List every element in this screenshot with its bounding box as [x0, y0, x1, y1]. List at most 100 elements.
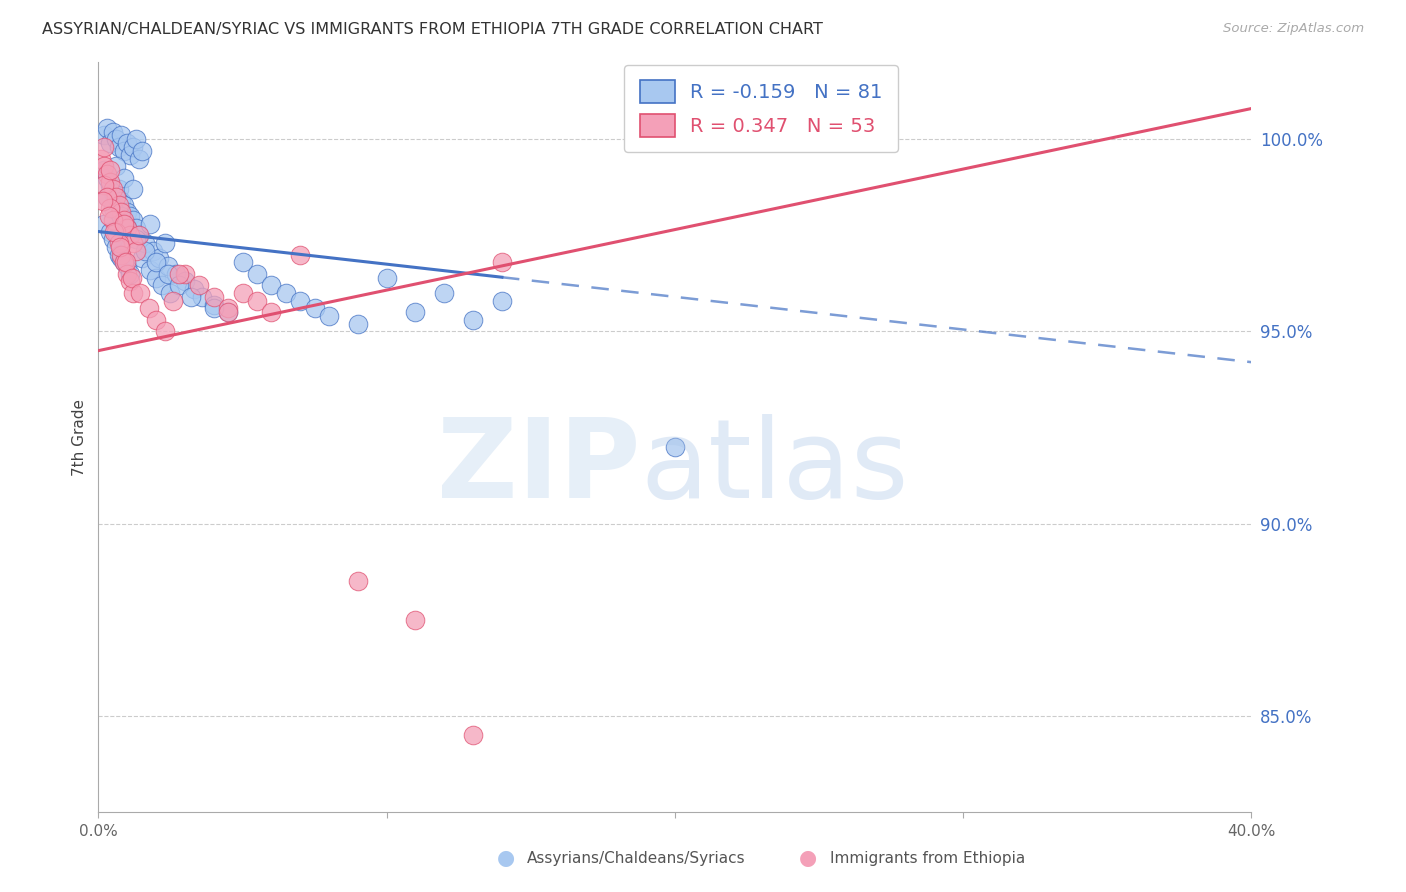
Point — [112, 255, 135, 269]
Point — [290, 247, 312, 261]
Point — [117, 220, 139, 235]
Point — [128, 228, 150, 243]
Point — [217, 301, 239, 316]
Point — [117, 205, 139, 219]
Point — [107, 235, 129, 250]
Point — [104, 190, 127, 204]
Point — [145, 313, 167, 327]
Point — [98, 163, 121, 178]
Point — [104, 225, 127, 239]
Point — [117, 259, 139, 273]
Point — [139, 217, 162, 231]
Text: atlas: atlas — [640, 414, 908, 521]
Text: Immigrants from Ethiopia: Immigrants from Ethiopia — [830, 851, 1025, 865]
Point — [121, 270, 143, 285]
Point — [117, 220, 139, 235]
Point — [93, 128, 115, 143]
Point — [101, 182, 124, 196]
Point — [129, 285, 152, 300]
Point — [101, 186, 124, 200]
Text: Source: ZipAtlas.com: Source: ZipAtlas.com — [1223, 22, 1364, 36]
Point — [346, 317, 368, 331]
Point — [346, 574, 368, 589]
Point — [101, 202, 124, 216]
Point — [153, 325, 176, 339]
Point — [93, 159, 115, 173]
Point — [131, 144, 153, 158]
Point — [107, 197, 129, 211]
Point — [167, 267, 190, 281]
Text: Assyrians/Chaldeans/Syriacs: Assyrians/Chaldeans/Syriacs — [527, 851, 745, 865]
Point — [104, 132, 127, 146]
Legend: R = -0.159   N = 81, R = 0.347   N = 53: R = -0.159 N = 81, R = 0.347 N = 53 — [624, 64, 898, 153]
Point — [122, 182, 145, 196]
Point — [202, 297, 225, 311]
Point — [664, 440, 686, 454]
Point — [134, 244, 156, 258]
Point — [108, 240, 131, 254]
Point — [139, 263, 162, 277]
Point — [96, 190, 118, 204]
Point — [274, 285, 297, 300]
Point — [128, 152, 150, 166]
Point — [183, 282, 205, 296]
Point — [125, 232, 148, 246]
Point — [125, 244, 148, 258]
Point — [103, 225, 125, 239]
Point — [122, 235, 145, 250]
Point — [191, 290, 214, 304]
Y-axis label: 7th Grade: 7th Grade — [72, 399, 87, 475]
Point — [110, 194, 132, 208]
Point — [96, 167, 118, 181]
Point — [104, 240, 127, 254]
Point — [104, 190, 127, 204]
Point — [433, 285, 456, 300]
Point — [461, 728, 484, 742]
Point — [110, 128, 132, 143]
Point — [174, 267, 197, 281]
Point — [96, 190, 118, 204]
Point — [156, 259, 179, 273]
Point — [304, 301, 326, 316]
Point — [120, 275, 142, 289]
Point — [112, 213, 135, 227]
Point — [125, 132, 148, 146]
Text: ●: ● — [498, 848, 515, 868]
Point — [98, 136, 121, 150]
Point — [107, 247, 129, 261]
Point — [107, 182, 129, 196]
Point — [180, 290, 202, 304]
Point — [107, 140, 129, 154]
Text: ZIP: ZIP — [437, 414, 640, 521]
Point — [375, 270, 398, 285]
Point — [117, 136, 139, 150]
Point — [112, 217, 135, 231]
Point — [128, 228, 150, 243]
Point — [93, 140, 115, 154]
Point — [98, 225, 121, 239]
Point — [165, 267, 187, 281]
Point — [120, 209, 142, 223]
Point — [138, 301, 160, 316]
Point — [93, 217, 115, 231]
Point — [110, 205, 132, 219]
Point — [231, 285, 254, 300]
Point — [120, 267, 142, 281]
Point — [96, 120, 118, 135]
Point — [167, 278, 190, 293]
Point — [112, 144, 135, 158]
Point — [260, 278, 283, 293]
Point — [148, 252, 170, 266]
Point — [162, 293, 184, 308]
Text: ASSYRIAN/CHALDEAN/SYRIAC VS IMMIGRANTS FROM ETHIOPIA 7TH GRADE CORRELATION CHART: ASSYRIAN/CHALDEAN/SYRIAC VS IMMIGRANTS F… — [42, 22, 823, 37]
Point — [125, 220, 148, 235]
Point — [159, 285, 181, 300]
Point — [110, 252, 132, 266]
Point — [491, 293, 513, 308]
Point — [217, 305, 239, 319]
Point — [110, 209, 132, 223]
Point — [156, 267, 179, 281]
Point — [90, 152, 112, 166]
Point — [134, 235, 156, 250]
Point — [98, 175, 121, 189]
